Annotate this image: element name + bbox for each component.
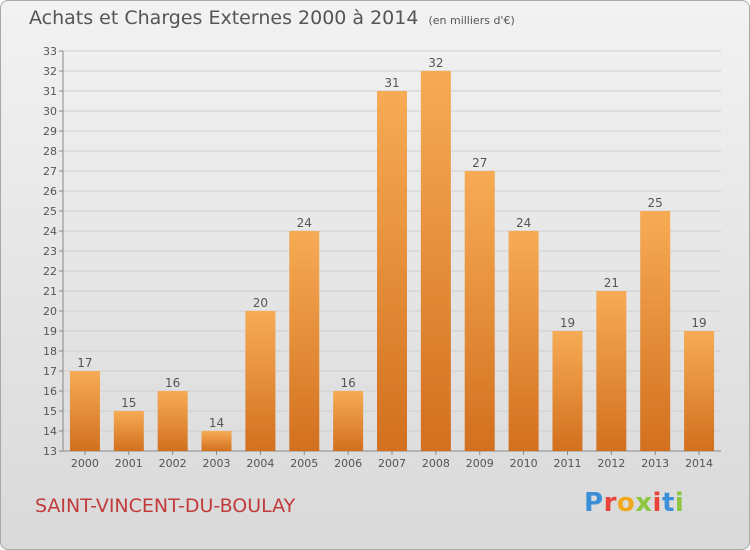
y-tick-label: 16 — [43, 385, 57, 398]
bar — [684, 331, 715, 451]
x-tick-label: 2012 — [597, 457, 625, 470]
bar-value-label: 27 — [472, 156, 487, 170]
x-tick-label: 2013 — [641, 457, 669, 470]
y-tick-label: 13 — [43, 445, 57, 458]
bar — [464, 171, 495, 451]
title-unit: (en milliers d'€) — [428, 14, 515, 27]
bar — [245, 311, 276, 451]
bar — [69, 371, 100, 451]
bar-value-label: 25 — [648, 196, 663, 210]
y-tick-label: 26 — [43, 185, 57, 198]
y-tick-label: 15 — [43, 405, 57, 418]
bar — [508, 231, 539, 451]
logo-letter: x — [635, 488, 653, 518]
x-tick-label: 2002 — [159, 457, 187, 470]
title-text: Achats et Charges Externes 2000 à 2014 — [29, 7, 419, 29]
y-tick-label: 32 — [43, 65, 57, 78]
bar-value-label: 19 — [691, 316, 706, 330]
bar-value-label: 20 — [253, 296, 268, 310]
x-tick-label: 2001 — [115, 457, 143, 470]
logo-letter: P — [584, 488, 604, 518]
y-tick-label: 18 — [43, 345, 57, 358]
y-tick-label: 14 — [43, 425, 57, 438]
y-tick-label: 30 — [43, 105, 57, 118]
x-tick-label: 2006 — [334, 457, 362, 470]
bar-value-label: 32 — [428, 56, 443, 70]
y-tick-label: 28 — [43, 145, 57, 158]
labels: 13 14 15 16 17 18 19 20 21 22 23 24 25 26 27 28 29 30 31 32… — [43, 45, 713, 470]
city-name: SAINT-VINCENT-DU-BOULAY — [35, 495, 296, 517]
bar-value-label: 14 — [209, 416, 224, 430]
bar-value-label: 19 — [560, 316, 575, 330]
y-tick-label: 27 — [43, 165, 57, 178]
y-tick-label: 24 — [43, 225, 57, 238]
bar-value-label: 15 — [121, 396, 136, 410]
bar — [377, 91, 407, 451]
bar-value-label: 16 — [165, 376, 180, 390]
x-tick-label: 2003 — [203, 457, 231, 470]
bar-value-label: 24 — [297, 216, 312, 230]
bar-value-label: 17 — [77, 356, 92, 370]
logo-letter: o — [616, 488, 636, 518]
proxiti-logo: Proxiti — [584, 488, 684, 518]
bar — [157, 391, 188, 451]
bar — [289, 231, 320, 451]
y-tick-label: 19 — [43, 325, 57, 338]
y-tick-label: 23 — [43, 245, 57, 258]
logo-letter: i — [652, 488, 662, 518]
x-tick-label: 2009 — [466, 457, 494, 470]
bar — [640, 211, 671, 451]
x-tick-label: 2008 — [422, 457, 450, 470]
x-tick-label: 2011 — [553, 457, 581, 470]
y-tick-label: 22 — [43, 265, 57, 278]
bar — [113, 411, 144, 451]
bar-value-label: 31 — [384, 76, 399, 90]
bar-value-label: 21 — [604, 276, 619, 290]
y-tick-label: 25 — [43, 205, 57, 218]
bars — [69, 71, 715, 451]
y-tick-label: 20 — [43, 305, 57, 318]
bar — [201, 431, 232, 451]
x-tick-label: 2014 — [685, 457, 713, 470]
x-tick-label: 2007 — [378, 457, 406, 470]
bar-value-label: 16 — [340, 376, 355, 390]
y-tick-label: 21 — [43, 285, 57, 298]
y-tick-label: 31 — [43, 85, 57, 98]
logo-letter: i — [674, 488, 685, 518]
x-tick-label: 2000 — [71, 457, 99, 470]
y-tick-label: 29 — [43, 125, 57, 138]
x-tick-label: 2010 — [510, 457, 538, 470]
x-tick-label: 2004 — [246, 457, 274, 470]
logo-letter: t — [661, 488, 675, 518]
x-tick-label: 2005 — [290, 457, 318, 470]
bar — [552, 331, 583, 451]
y-tick-label: 17 — [43, 365, 57, 378]
chart-title: Achats et Charges Externes 2000 à 2014 (e… — [29, 7, 515, 29]
y-tick-label: 33 — [43, 45, 57, 58]
logo-letter: r — [603, 488, 617, 518]
bar-value-label: 24 — [516, 216, 531, 230]
bar — [596, 291, 627, 451]
bar — [333, 391, 364, 451]
bar — [420, 71, 451, 451]
